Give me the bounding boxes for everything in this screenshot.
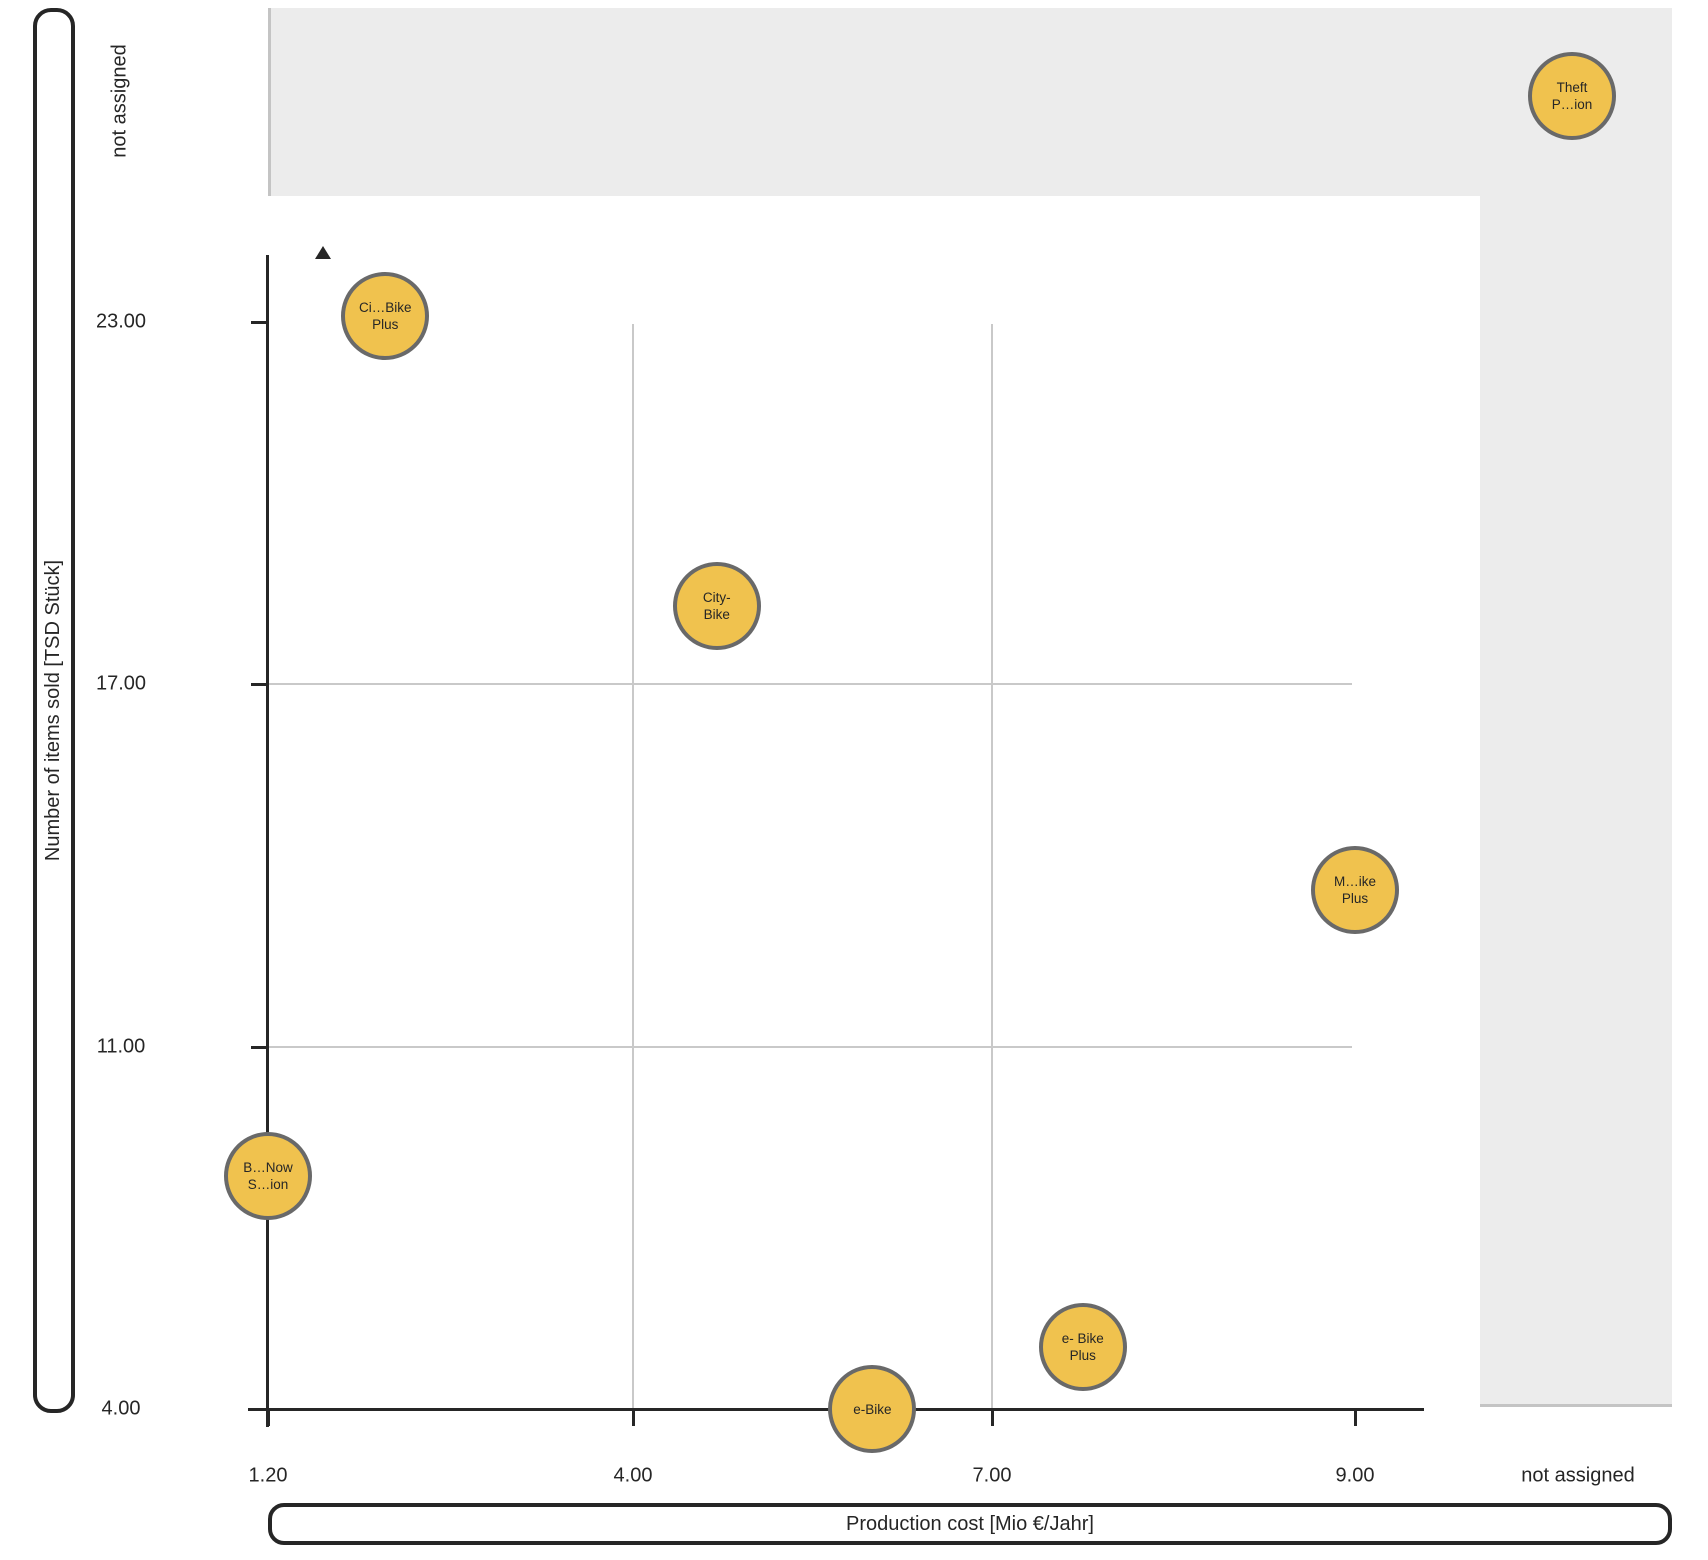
axis-arrow-icon <box>315 246 331 259</box>
bubble-e-bike[interactable]: e-Bike <box>828 1365 917 1453</box>
y-tick-mark <box>251 321 267 324</box>
bubble-label: Plus <box>1341 890 1369 906</box>
bubble-label: S…ion <box>247 1177 289 1193</box>
bubble-label: P…ion <box>1551 97 1593 112</box>
bubble-label: e- Bike <box>1061 1330 1104 1346</box>
x-tick-label: 4.00 <box>613 1464 653 1487</box>
y-tick-label: 17.00 <box>95 672 147 695</box>
bubble-label: City- <box>702 589 731 605</box>
bubble-label: Plus <box>1069 1347 1096 1363</box>
x-tick-mark <box>991 1409 994 1426</box>
y-tick-mark <box>251 1408 267 1411</box>
bubble-label: Plus <box>372 316 399 332</box>
bubble-label: Bike <box>703 606 730 622</box>
bubble-label: Ci…Bike <box>359 299 412 315</box>
y-tick-label: 11.00 <box>96 1035 146 1058</box>
bubble-label: Theft <box>1556 80 1588 95</box>
y-not-assigned-label: not assigned <box>108 44 131 158</box>
y-axis-line <box>266 255 269 1427</box>
x-not-assigned-label: not assigned <box>1521 1464 1635 1487</box>
not-assigned-band-top <box>268 8 1672 196</box>
bubble-e-bike-plus[interactable]: e- Bike Plus <box>1038 1302 1127 1391</box>
bubble-label: B…Now <box>243 1160 293 1176</box>
bubble-b-now-s-ion[interactable]: B…Now S…ion <box>224 1132 312 1221</box>
y-axis-title-box: Number of items sold [TSD Stück] <box>33 8 75 1413</box>
bubble-m-ike-plus[interactable]: M…ike Plus <box>1311 845 1399 934</box>
y-tick-mark <box>251 683 267 686</box>
y-tick-mark <box>251 1046 267 1049</box>
horizontal-gridline <box>268 683 1352 685</box>
vertical-gridline <box>632 324 634 1408</box>
y-axis-title: Number of items sold [TSD Stück] <box>42 559 65 862</box>
x-tick-mark <box>267 1409 270 1426</box>
x-axis-title-box: Production cost [Mio €/Jahr] <box>268 1503 1672 1545</box>
y-tick-label: 4.00 <box>101 1397 141 1420</box>
x-tick-label: 7.00 <box>972 1464 1012 1487</box>
bubble-label: M…ike <box>1333 873 1376 889</box>
bubble-theft-p-ion[interactable]: Theft P…ion <box>1528 52 1616 140</box>
not-assigned-band-right <box>1480 196 1672 1407</box>
x-tick-mark <box>1354 1409 1357 1426</box>
bubble-city-bike[interactable]: City- Bike <box>672 561 761 650</box>
x-tick-label: 1.20 <box>248 1464 288 1487</box>
y-tick-label: 23.00 <box>95 310 147 333</box>
horizontal-gridline <box>268 1046 1352 1048</box>
vertical-gridline <box>991 324 993 1408</box>
x-tick-label: 9.00 <box>1335 1464 1375 1487</box>
x-tick-mark <box>632 1409 635 1426</box>
bubble-label: e-Bike <box>853 1401 892 1417</box>
x-axis-title: Production cost [Mio €/Jahr] <box>846 1512 1094 1535</box>
bubble-ci-bike-plus[interactable]: Ci…Bike Plus <box>341 271 430 360</box>
